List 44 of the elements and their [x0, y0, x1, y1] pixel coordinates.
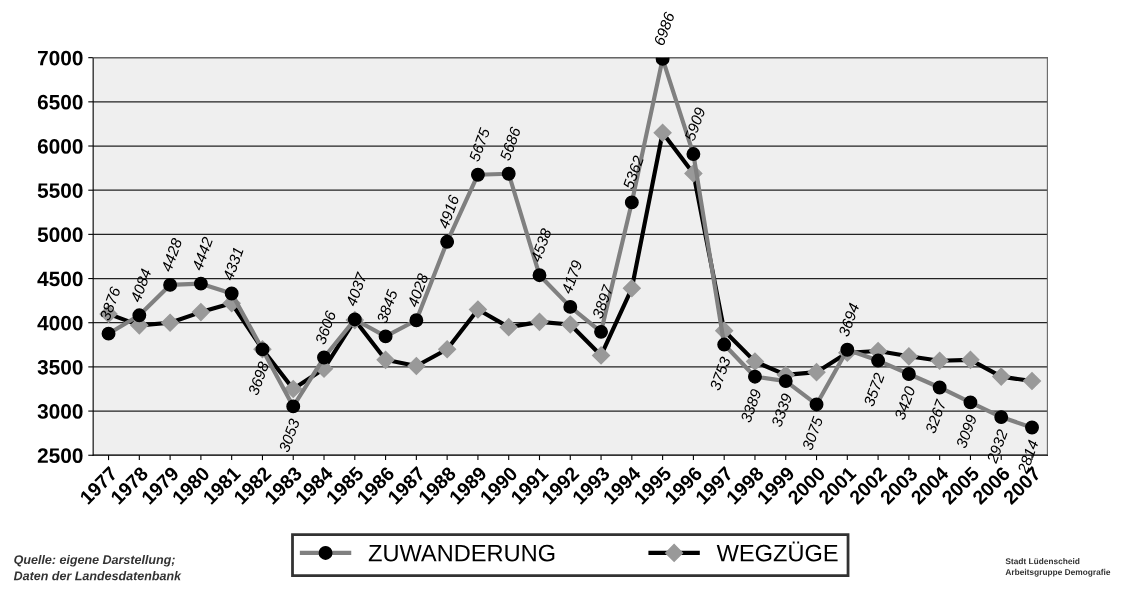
data-label: 3897	[591, 283, 614, 320]
y-tick-label: 5500	[37, 183, 83, 198]
data-label: 4916	[437, 194, 460, 230]
data-label: 4028	[407, 272, 429, 309]
data-label: 3075	[801, 415, 824, 451]
data-label: 3099	[955, 413, 978, 449]
data-label: 3698	[247, 360, 270, 396]
data-label: 4428	[160, 237, 183, 273]
data-label: 3267	[924, 398, 947, 435]
data-label: 5675	[468, 126, 491, 163]
data-label: 5909	[684, 106, 706, 142]
data-label: 3572	[863, 371, 885, 408]
data-label: 4331	[222, 246, 244, 282]
data-label: 4538	[530, 227, 552, 263]
data-label: 2932	[986, 428, 1009, 465]
y-tick-label: 3000	[37, 404, 83, 419]
y-tick-label: 2500	[37, 448, 83, 463]
data-label: 3845	[376, 288, 399, 324]
data-label: 3753	[709, 355, 732, 392]
data-label: 3420	[894, 385, 916, 421]
y-tick-label: 7000	[37, 50, 83, 66]
legend-label: ZUWANDERUNG	[368, 544, 555, 562]
data-label: 5686	[499, 125, 522, 162]
y-tick-label: 6000	[37, 139, 83, 154]
data-label: 4442	[191, 236, 214, 272]
data-label: 6986	[653, 11, 676, 46]
data-label: 3606	[314, 309, 337, 346]
y-tick-label: 3500	[37, 359, 83, 375]
data-label: 3694	[838, 302, 860, 338]
data-label: 5362	[622, 154, 645, 190]
data-label: 3876	[99, 285, 121, 322]
text: Stadt Lüdenscheid Arbeitsgruppe Demografie	[1005, 558, 1111, 577]
data-label: 4084	[130, 268, 152, 304]
legend-label: WEGZÜGE	[716, 541, 838, 562]
y-tick-label: 5000	[37, 227, 83, 243]
data-label: 3339	[770, 392, 793, 428]
y-tick-label: 4000	[37, 315, 83, 331]
data-label: 3389	[740, 388, 762, 424]
source-note: Quelle: eigene Darstellung; Daten der Landesdatenbank	[13, 554, 182, 581]
y-tick-label: 6500	[37, 94, 83, 110]
data-label: 4179	[560, 259, 583, 295]
y-tick-label: 4500	[37, 271, 83, 287]
data-label: 3053	[278, 417, 301, 453]
data-label: 4037	[345, 271, 368, 308]
